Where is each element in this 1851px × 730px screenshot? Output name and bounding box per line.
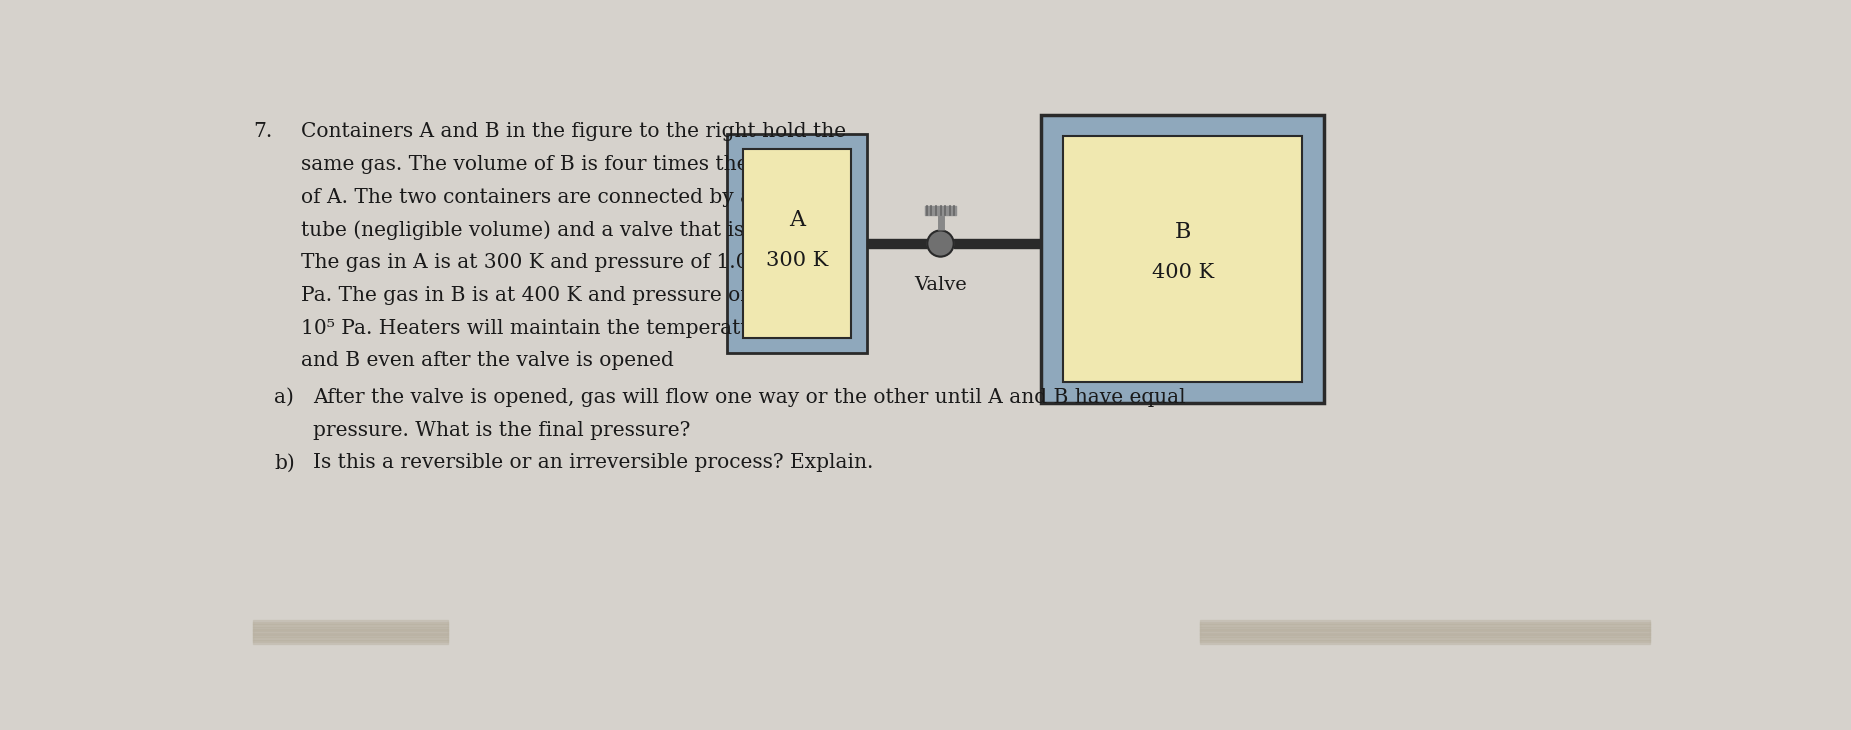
Text: tube (negligible volume) and a valve that is closed.: tube (negligible volume) and a valve tha… xyxy=(302,220,822,240)
Bar xyxy=(742,149,851,338)
Text: Is this a reversible or an irreversible process? Explain.: Is this a reversible or an irreversible … xyxy=(313,453,874,472)
Text: a): a) xyxy=(274,388,294,407)
Circle shape xyxy=(927,231,953,257)
Text: Pa. The gas in B is at 400 K and pressure of 5.0 ×: Pa. The gas in B is at 400 K and pressur… xyxy=(302,286,809,305)
Text: 10⁵ Pa. Heaters will maintain the temperatures of A: 10⁵ Pa. Heaters will maintain the temper… xyxy=(302,318,833,337)
Text: pressure. What is the final pressure?: pressure. What is the final pressure? xyxy=(313,420,690,439)
Bar xyxy=(1062,136,1303,382)
Text: Valve: Valve xyxy=(914,276,966,294)
Text: and B even after the valve is opened: and B even after the valve is opened xyxy=(302,351,674,370)
Text: Containers A and B in the figure to the right hold the: Containers A and B in the figure to the … xyxy=(302,122,846,141)
Text: same gas. The volume of B is four times the volume: same gas. The volume of B is four times … xyxy=(302,155,829,174)
Bar xyxy=(1042,115,1323,403)
Text: 300 K: 300 K xyxy=(766,251,827,270)
Text: 400 K: 400 K xyxy=(1151,264,1214,283)
Bar xyxy=(727,134,866,353)
Text: b): b) xyxy=(274,453,294,472)
Text: 7.: 7. xyxy=(254,122,272,141)
Text: A: A xyxy=(789,210,805,231)
Text: B: B xyxy=(1175,221,1190,243)
Text: The gas in A is at 300 K and pressure of 1.0 × 10⁵: The gas in A is at 300 K and pressure of… xyxy=(302,253,813,272)
Text: After the valve is opened, gas will flow one way or the other until A and B have: After the valve is opened, gas will flow… xyxy=(313,388,1185,407)
Text: of A. The two containers are connected by a thin: of A. The two containers are connected b… xyxy=(302,188,800,207)
